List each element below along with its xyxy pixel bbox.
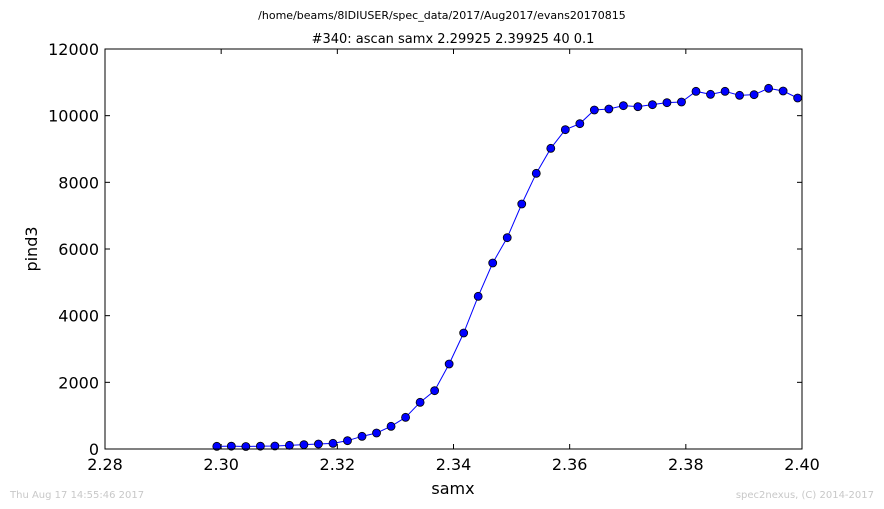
data-point xyxy=(401,412,410,422)
y-tick-label: 4000 xyxy=(58,307,99,326)
y-tick-label: 0 xyxy=(89,440,99,459)
data-point xyxy=(735,90,744,100)
x-tick-label: 2.28 xyxy=(87,455,123,474)
y-tick-label: 2000 xyxy=(58,373,99,392)
data-point xyxy=(270,441,280,451)
data-series xyxy=(212,83,803,451)
data-point xyxy=(430,386,440,396)
data-point xyxy=(328,438,338,448)
x-tick-label: 2.40 xyxy=(784,455,820,474)
data-point xyxy=(778,86,788,96)
x-tick-label: 2.36 xyxy=(552,455,588,474)
data-point xyxy=(415,397,425,407)
data-point xyxy=(531,168,541,178)
x-axis-label: samx xyxy=(431,479,474,498)
data-point xyxy=(212,441,222,451)
x-tick-label: 2.32 xyxy=(320,455,356,474)
footer-timestamp: Thu Aug 17 14:55:46 2017 xyxy=(10,490,145,501)
y-tick-label: 10000 xyxy=(48,107,99,126)
data-point xyxy=(314,439,323,449)
data-point xyxy=(560,125,570,135)
data-point xyxy=(793,93,803,103)
x-tick-label: 2.30 xyxy=(203,455,239,474)
y-tick-label: 8000 xyxy=(58,173,99,192)
data-point xyxy=(691,86,701,96)
data-point xyxy=(255,441,265,451)
data-point xyxy=(604,104,614,114)
data-point xyxy=(285,440,294,450)
series-line xyxy=(216,87,798,448)
data-point xyxy=(706,89,715,99)
chart-title: #340: ascan samx 2.29925 2.39925 40 0.1 xyxy=(312,32,595,47)
data-point xyxy=(677,97,686,107)
data-point xyxy=(633,102,643,112)
y-tick-label: 6000 xyxy=(58,240,99,259)
data-point xyxy=(357,431,367,441)
data-point xyxy=(473,291,483,301)
data-point xyxy=(575,119,585,129)
chart-suptitle: /home/beams/8IDIUSER/spec_data/2017/Aug2… xyxy=(258,9,626,22)
data-point xyxy=(343,436,352,446)
data-point xyxy=(517,199,527,209)
data-point xyxy=(618,101,628,111)
data-point xyxy=(502,233,512,243)
data-point xyxy=(372,428,381,438)
data-point xyxy=(648,100,657,110)
plot-frame xyxy=(104,48,803,450)
data-point xyxy=(749,90,759,100)
data-point xyxy=(488,258,498,268)
data-point xyxy=(764,83,774,93)
data-point xyxy=(589,105,599,115)
y-tick-label: 12000 xyxy=(48,40,99,59)
y-axis-label: pind3 xyxy=(22,226,41,271)
data-point xyxy=(662,98,672,108)
data-point xyxy=(546,143,556,153)
data-point xyxy=(386,421,396,431)
axis-ticks: 2.28 2.30 2.32 2.34 2.36 2.38 2.40 0 2000 4000 600… xyxy=(48,40,820,474)
data-point xyxy=(226,441,236,451)
data-point xyxy=(444,359,454,369)
x-tick-label: 2.34 xyxy=(436,455,472,474)
x-tick-label: 2.38 xyxy=(668,455,704,474)
data-point xyxy=(720,86,730,96)
data-point xyxy=(459,328,469,338)
data-point xyxy=(299,440,309,450)
footer-credit: spec2nexus, (C) 2014-2017 xyxy=(735,490,874,501)
